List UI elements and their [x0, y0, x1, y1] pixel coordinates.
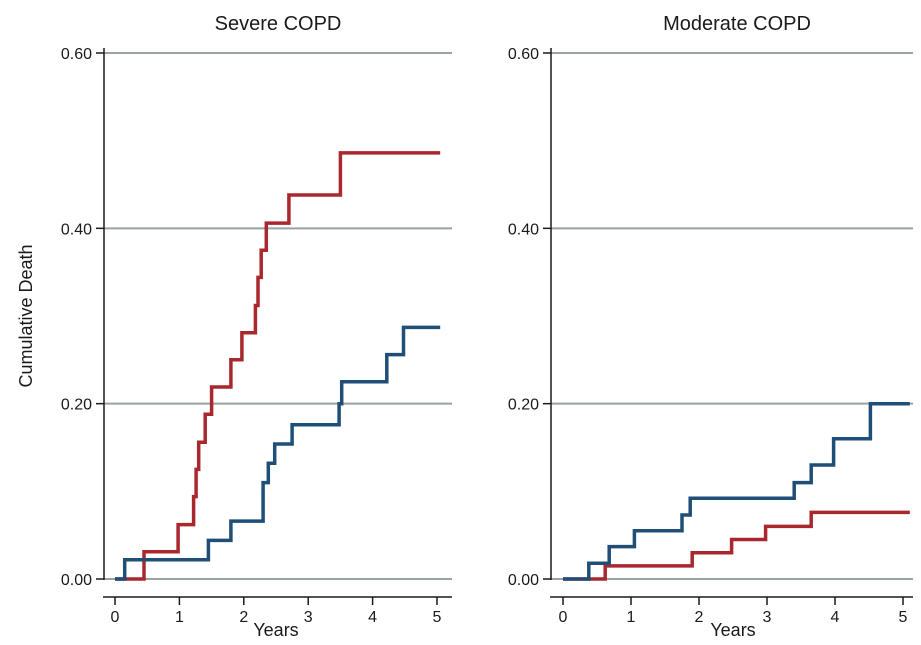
x-tick-label: 2 [239, 609, 248, 626]
series-line-1 [563, 401, 910, 581]
x-tick-label: 1 [175, 609, 184, 626]
x-axis-label: Years [253, 620, 298, 640]
series-line-0 [115, 151, 441, 581]
x-tick-label: 3 [763, 609, 772, 626]
x-tick-label: 5 [899, 609, 908, 626]
x-tick-label: 4 [831, 609, 840, 626]
x-axis-label: Years [710, 620, 755, 640]
x-tick-label: 2 [695, 609, 704, 626]
chart-title: Severe COPD [215, 13, 342, 35]
y-tick-label: 0.00 [508, 572, 539, 589]
y-tick-label: 0.20 [61, 397, 92, 414]
x-tick-label: 4 [368, 609, 377, 626]
x-tick-label: 1 [627, 609, 636, 626]
y-tick-label: 0.40 [61, 221, 92, 238]
series-line-1 [115, 325, 441, 581]
x-tick-label: 5 [433, 609, 442, 626]
y-tick-label: 0.60 [508, 46, 539, 63]
series-line-0 [563, 510, 910, 581]
y-tick-label: 0.40 [508, 221, 539, 238]
y-tick-label: 0.20 [508, 397, 539, 414]
x-tick-label: 3 [304, 609, 313, 626]
y-axis-label: Cumulative Death [16, 244, 36, 387]
y-tick-label: 0.00 [61, 572, 92, 589]
x-tick-label: 0 [559, 609, 568, 626]
x-tick-label: 0 [111, 609, 120, 626]
y-tick-label: 0.60 [61, 46, 92, 63]
chart-title: Moderate COPD [663, 13, 811, 35]
